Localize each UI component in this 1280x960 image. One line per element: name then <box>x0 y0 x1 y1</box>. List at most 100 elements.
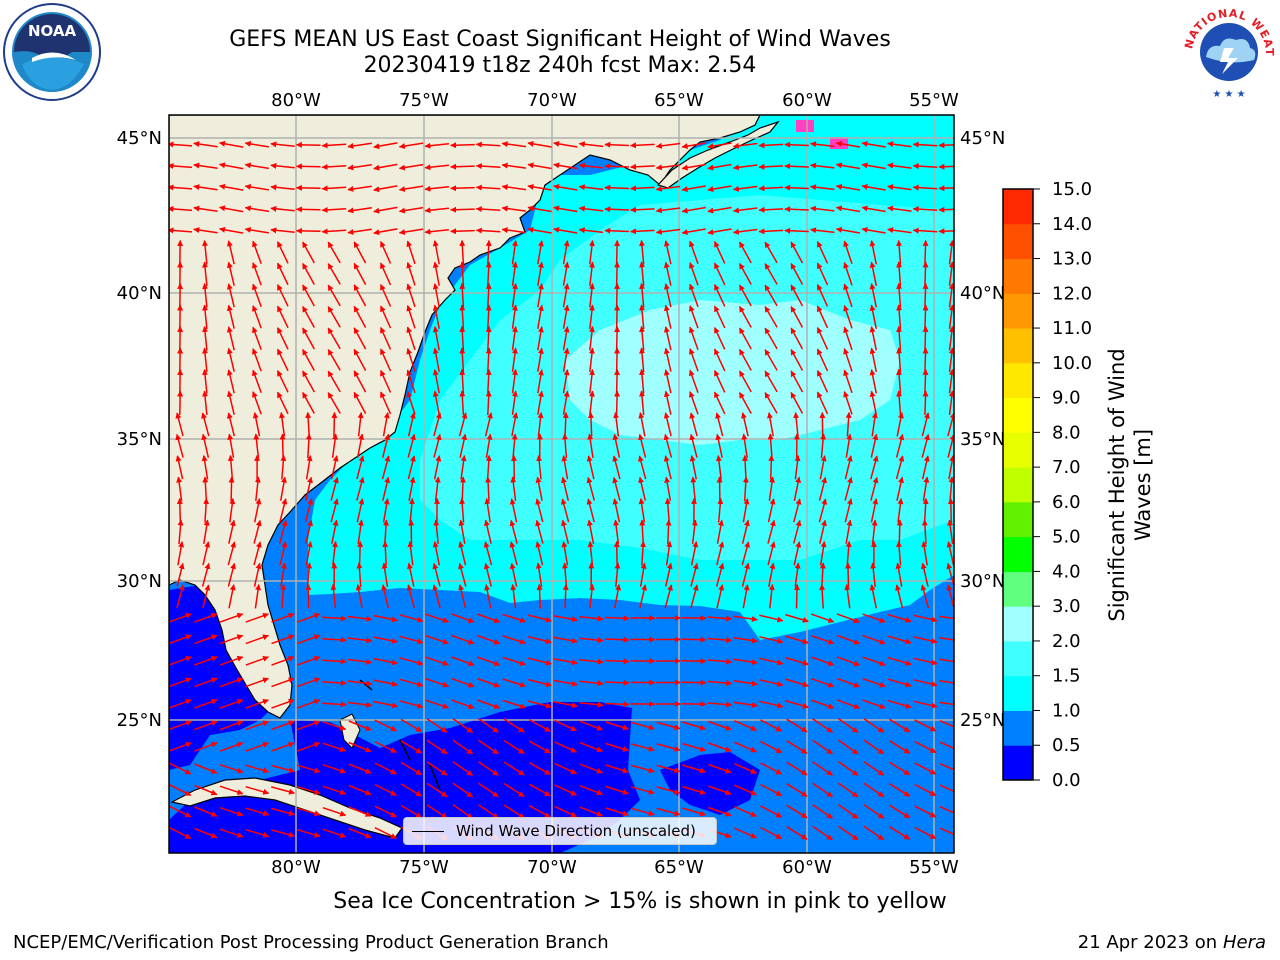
wave-direction-arrow <box>897 498 904 523</box>
wave-direction-arrow <box>380 283 392 307</box>
colorbar-bin <box>1003 745 1033 781</box>
wave-direction-arrow <box>169 655 192 666</box>
wave-direction-arrow <box>485 304 492 330</box>
lat-tick-label: 35°N <box>960 429 1005 450</box>
wave-direction-arrow <box>553 679 578 687</box>
wave-direction-arrow <box>819 583 826 609</box>
wave-direction-arrow <box>889 761 911 776</box>
wave-direction-arrow <box>861 162 886 170</box>
wave-direction-arrow <box>253 433 260 458</box>
wave-direction-arrow <box>553 658 578 666</box>
wave-direction-arrow <box>630 807 655 817</box>
wave-direction-arrow <box>194 612 218 623</box>
wave-direction-arrow <box>758 185 784 192</box>
wave-direction-arrow <box>406 369 416 394</box>
wave-direction-arrow <box>688 283 699 308</box>
wave-direction-arrow <box>485 368 492 394</box>
wave-direction-arrow <box>478 739 499 755</box>
wave-direction-arrow <box>938 228 954 235</box>
wave-direction-arrow <box>887 162 912 169</box>
wave-direction-arrow <box>528 678 552 688</box>
wave-direction-arrow <box>296 612 321 623</box>
wave-direction-arrow <box>896 282 903 308</box>
wave-direction-arrow <box>357 412 364 437</box>
wave-direction-arrow <box>322 658 347 665</box>
wave-direction-arrow <box>279 498 288 523</box>
wave-direction-arrow <box>764 263 778 285</box>
wave-direction-arrow <box>938 636 954 641</box>
wave-direction-arrow <box>175 412 184 437</box>
wave-direction-arrow <box>688 262 699 286</box>
wave-direction-arrow <box>219 741 244 752</box>
wave-direction-arrow <box>347 615 373 622</box>
sea-ice-note: Sea Ice Concentration > 15% is shown in … <box>333 889 947 914</box>
wave-direction-arrow <box>862 634 886 645</box>
wave-direction-arrow <box>374 827 397 839</box>
wave-direction-arrow <box>639 282 645 308</box>
wave-direction-arrow <box>819 541 827 566</box>
wave-direction-arrow <box>501 184 527 191</box>
wave-direction-arrow <box>812 804 833 819</box>
wave-direction-arrow <box>759 636 784 644</box>
wave-direction-arrow <box>537 283 544 308</box>
wave-direction-arrow <box>245 677 269 688</box>
lon-tick-label: 60°W <box>782 857 832 878</box>
wave-direction-arrow <box>511 369 518 394</box>
wave-direction-arrow <box>816 262 829 286</box>
wave-direction-arrow <box>270 141 295 148</box>
wave-direction-arrow <box>819 455 827 480</box>
wave-direction-arrow <box>614 325 621 351</box>
wave-direction-arrow <box>252 412 261 437</box>
wave-direction-arrow <box>270 162 295 169</box>
colorbar-tick-label: 1.0 <box>1052 700 1081 721</box>
wave-direction-arrow <box>785 678 809 688</box>
wave-direction-arrow <box>895 562 903 587</box>
wave-direction-arrow <box>476 613 501 624</box>
wave-direction-arrow <box>169 141 193 148</box>
wave-direction-arrow <box>784 227 809 234</box>
wave-direction-arrow <box>347 207 372 214</box>
wave-direction-arrow <box>682 785 707 795</box>
wave-direction-arrow <box>630 142 655 149</box>
wave-direction-arrow <box>296 655 321 666</box>
wave-direction-arrow <box>322 785 347 795</box>
wave-direction-arrow <box>816 305 829 329</box>
wave-direction-arrow <box>604 701 630 708</box>
footer-credit: NCEP/EMC/Verification Post Processing Pr… <box>13 932 609 953</box>
wave-direction-arrow <box>605 785 629 795</box>
wave-direction-arrow <box>202 304 209 329</box>
wave-direction-arrow <box>322 828 347 838</box>
wave-direction-arrow <box>169 720 192 731</box>
wave-direction-arrow <box>459 239 466 265</box>
wave-direction-arrow <box>554 784 577 796</box>
wave-direction-arrow <box>682 721 707 731</box>
wave-direction-arrow <box>321 142 347 149</box>
wave-direction-arrow <box>605 721 629 731</box>
wave-direction-arrow <box>614 390 621 416</box>
wave-fill-0.0-0.5-gulf <box>169 585 270 770</box>
wave-direction-arrow <box>939 763 954 771</box>
colorbar-tick-label: 14.0 <box>1052 214 1092 235</box>
wave-direction-arrow <box>655 228 681 235</box>
wave-direction-arrow <box>604 615 630 622</box>
wave-direction-arrow <box>501 141 527 148</box>
wave-direction-arrow <box>561 476 570 501</box>
wave-direction-arrow <box>483 519 492 544</box>
land-bahamas <box>339 713 361 749</box>
wave-direction-arrow <box>452 760 473 777</box>
wave-direction-arrow <box>689 433 698 458</box>
wave-direction-arrow <box>681 206 706 214</box>
wave-direction-arrow <box>614 239 621 265</box>
wave-direction-arrow <box>835 183 861 191</box>
wave-direction-arrow <box>663 369 672 394</box>
wave-direction-arrow <box>738 370 752 393</box>
wave-direction-arrow <box>245 828 270 838</box>
wave-direction-arrow <box>920 562 929 587</box>
wave-direction-arrow <box>511 240 518 265</box>
wave-direction-arrow <box>562 261 570 286</box>
wave-direction-arrow <box>561 519 570 544</box>
wave-direction-arrow <box>399 635 424 645</box>
wave-direction-arrow <box>738 348 752 371</box>
wave-direction-arrow <box>554 805 577 818</box>
wave-direction-arrow <box>843 326 853 351</box>
